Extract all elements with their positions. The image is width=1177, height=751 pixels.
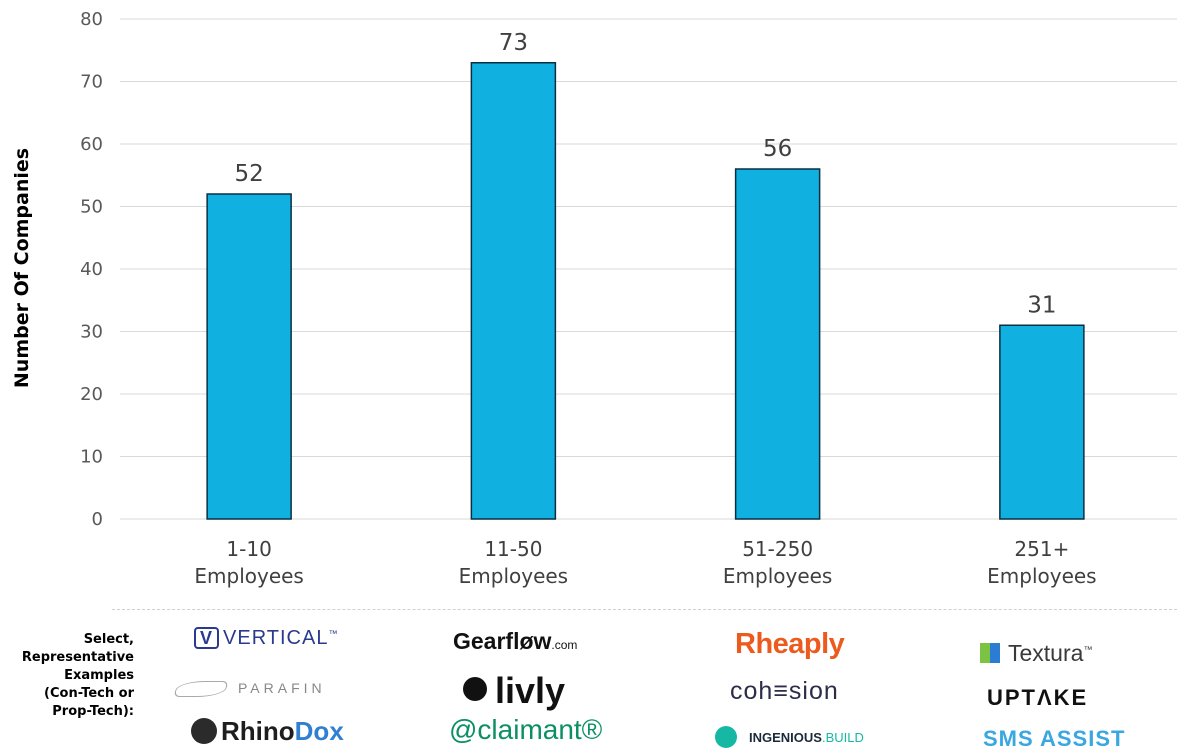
bar	[470, 62, 557, 520]
textura-logo-text: Textura	[1008, 640, 1084, 666]
vertical-logo: V VERTICAL™	[194, 627, 338, 649]
y-tick-label: 70	[80, 72, 103, 93]
y-tick-label: 50	[80, 197, 103, 218]
parafin-logo-text: PARAFIN	[238, 680, 326, 696]
data-label: 31	[1027, 292, 1056, 318]
data-label: 56	[763, 136, 792, 162]
examples-label-line: Representative	[21, 650, 134, 665]
y-tick-label: 30	[80, 322, 103, 343]
parafin-logo: PARAFIN	[171, 680, 326, 698]
data-label: 73	[499, 30, 528, 56]
vertical-logo-text: VERTICAL	[223, 627, 329, 649]
y-axis-title: Number Of Companies	[11, 147, 33, 389]
x-tick-label: Employees	[459, 564, 568, 588]
textura-logo-mark	[980, 643, 1000, 663]
y-tick-labels: 0 10 20 30 40 50 60 70 80	[80, 9, 103, 530]
ingenious-build-logo-text-a: INGENIOUS	[749, 730, 822, 745]
rhinodox-logo-text-b: Dox	[294, 716, 344, 746]
livly-logo-mark	[463, 677, 487, 701]
rheaply-logo: Rheaply	[735, 628, 845, 660]
livly-logo-text: livly	[495, 670, 566, 711]
gearflow-logo: Gearfløw.com	[453, 630, 577, 653]
livly-logo: livly	[463, 673, 565, 709]
aclaimant-logo: @claimant®	[449, 714, 603, 745]
x-tick-label: 51-250	[742, 537, 813, 561]
y-tick-label: 40	[80, 259, 103, 280]
grid-lines	[120, 18, 1177, 520]
examples-label-line: (Con-Tech or	[44, 686, 134, 701]
x-tick-label: Employees	[987, 564, 1096, 588]
y-tick-label: 20	[80, 384, 103, 405]
vertical-logo-mark: V	[194, 627, 220, 649]
uptake-logo: UPTΛKE	[987, 685, 1089, 710]
y-tick-label: 0	[92, 509, 103, 530]
examples-label: Select, Representative Examples (Con-Tec…	[0, 631, 134, 721]
examples-label-line: Select,	[83, 632, 134, 647]
parafin-logo-mark	[171, 681, 231, 698]
examples-label-line: Prop-Tech):	[52, 704, 134, 719]
rhinodox-logo: RhinoDox	[191, 718, 344, 744]
bar	[999, 324, 1085, 520]
y-tick-label: 10	[80, 447, 103, 468]
x-tick-label: 1-10	[226, 537, 271, 561]
textura-logo: Textura™	[980, 642, 1092, 665]
bar-chart: 0 10 20 30 40 50 60 70 80 52 73 56 31 1-10 Employees…	[80, 9, 1177, 588]
bar	[206, 193, 292, 520]
bar	[734, 168, 821, 520]
x-tick-label: Employees	[194, 564, 303, 588]
cohesion-logo: coh≡sion	[730, 677, 839, 705]
ingenious-build-logo-text-b: .BUILD	[821, 730, 864, 745]
rhinodox-logo-mark	[191, 718, 217, 744]
x-tick-labels: 1-10 Employees 11-50 Employees 51-250 Employe…	[194, 537, 1096, 588]
ingenious-build-logo-mark	[715, 726, 737, 748]
gearflow-logo-text: Gearfløw	[453, 628, 552, 654]
gearflow-logo-suffix: .com	[551, 638, 578, 652]
vertical-logo-tm: ™	[328, 628, 339, 639]
bars	[206, 62, 1085, 520]
rhinodox-logo-text-a: Rhino	[221, 716, 295, 746]
data-labels: 52 73 56 31	[234, 30, 1056, 319]
textura-logo-tm: ™	[1083, 644, 1093, 655]
x-tick-label: 11-50	[484, 537, 542, 561]
y-tick-label: 60	[80, 134, 103, 155]
sms-assist-logo: SMS ASSIST	[983, 726, 1126, 751]
y-tick-label: 80	[80, 9, 103, 30]
data-label: 52	[234, 161, 263, 187]
ingenious-build-logo: INGENIOUS.BUILD	[715, 726, 864, 748]
examples-label-line: Examples	[64, 668, 134, 683]
section-divider	[112, 609, 1177, 610]
x-tick-label: Employees	[723, 564, 832, 588]
x-tick-label: 251+	[1014, 537, 1069, 561]
